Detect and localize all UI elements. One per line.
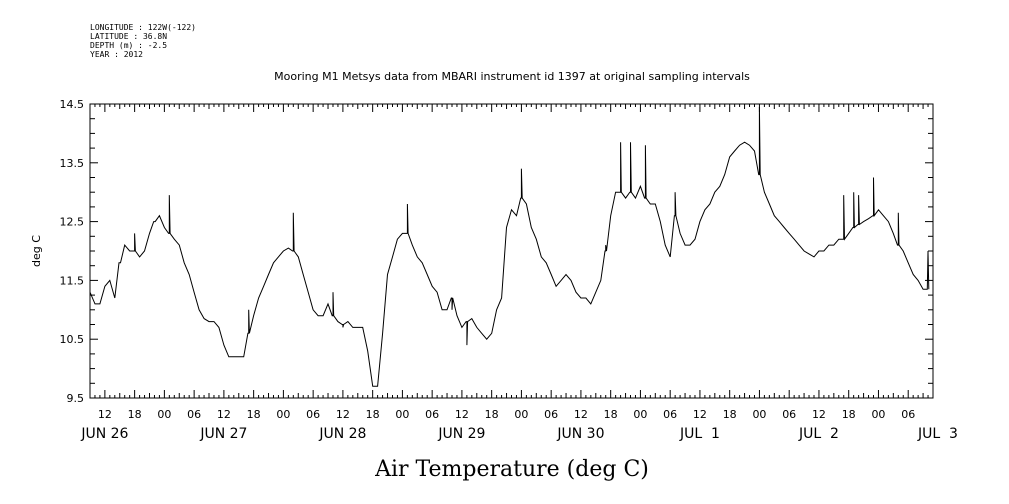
- depth-label: DEPTH (m) : -2.5: [90, 41, 167, 50]
- hour-tick-label: 00: [752, 408, 766, 421]
- y-tick-label: 13.5: [60, 157, 85, 170]
- hour-tick-label: 12: [693, 408, 707, 421]
- day-label: JUN 26: [80, 426, 128, 442]
- x-axis-label: Air Temperature (deg C): [374, 457, 649, 482]
- hour-tick-label: 12: [98, 408, 112, 421]
- hour-tick-label: 06: [187, 408, 201, 421]
- chart-title: Mooring M1 Metsys data from MBARI instru…: [274, 70, 750, 83]
- year-label: YEAR : 2012: [90, 50, 143, 59]
- day-label: JUL 1: [679, 426, 720, 442]
- day-label: JUL 3: [917, 426, 958, 442]
- y-tick-label: 9.5: [67, 392, 85, 405]
- hour-tick-label: 18: [366, 408, 380, 421]
- hour-tick-label: 18: [128, 408, 142, 421]
- hour-tick-label: 18: [842, 408, 856, 421]
- hour-tick-label: 06: [901, 408, 915, 421]
- day-label: JUN 28: [318, 426, 366, 442]
- hour-tick-label: 18: [485, 408, 499, 421]
- y-tick-label: 12.5: [60, 216, 85, 229]
- hour-tick-label: 12: [336, 408, 350, 421]
- hour-tick-label: 12: [812, 408, 826, 421]
- day-label: JUN 29: [437, 426, 485, 442]
- series-line: [89, 106, 930, 387]
- hour-tick-label: 00: [395, 408, 409, 421]
- day-label: JUN 27: [199, 426, 247, 442]
- hour-tick-label: 00: [157, 408, 171, 421]
- series-air-temperature: [89, 106, 930, 387]
- hour-tick-label: 06: [306, 408, 320, 421]
- latitude-label: LATITUDE : 36.8N: [90, 32, 167, 41]
- hour-tick-label: 06: [782, 408, 796, 421]
- y-tick-label: 14.5: [60, 98, 85, 111]
- day-label: JUN 30: [556, 426, 604, 442]
- hour-tick-label: 18: [723, 408, 737, 421]
- hour-tick-label: 18: [247, 408, 261, 421]
- y-tick-label: 11.5: [60, 274, 85, 287]
- x-axis: 12 18 00 06 12 18 00 06 12 18 00 06 12 18 00 06 12 18 00 06…: [80, 104, 958, 442]
- hour-tick-label: 06: [544, 408, 558, 421]
- y-axis: 9.5 10.5 11.5 12.5 13.5 14.5: [60, 98, 933, 405]
- plot-frame: [89, 103, 934, 399]
- hour-tick-label: 12: [217, 408, 231, 421]
- hour-tick-label: 12: [574, 408, 588, 421]
- hour-tick-label: 00: [871, 408, 885, 421]
- hour-tick-label: 06: [663, 408, 677, 421]
- hour-tick-label: 00: [276, 408, 290, 421]
- day-label: JUL 2: [798, 426, 839, 442]
- y-axis-label: deg C: [30, 235, 43, 267]
- hour-tick-label: 18: [604, 408, 618, 421]
- hour-tick-label: 00: [514, 408, 528, 421]
- hour-tick-label: 00: [633, 408, 647, 421]
- hour-tick-label: 12: [455, 408, 469, 421]
- longitude-label: LONGITUDE : 122W(-122): [90, 23, 196, 32]
- y-tick-label: 10.5: [60, 333, 85, 346]
- hour-tick-label: 06: [425, 408, 439, 421]
